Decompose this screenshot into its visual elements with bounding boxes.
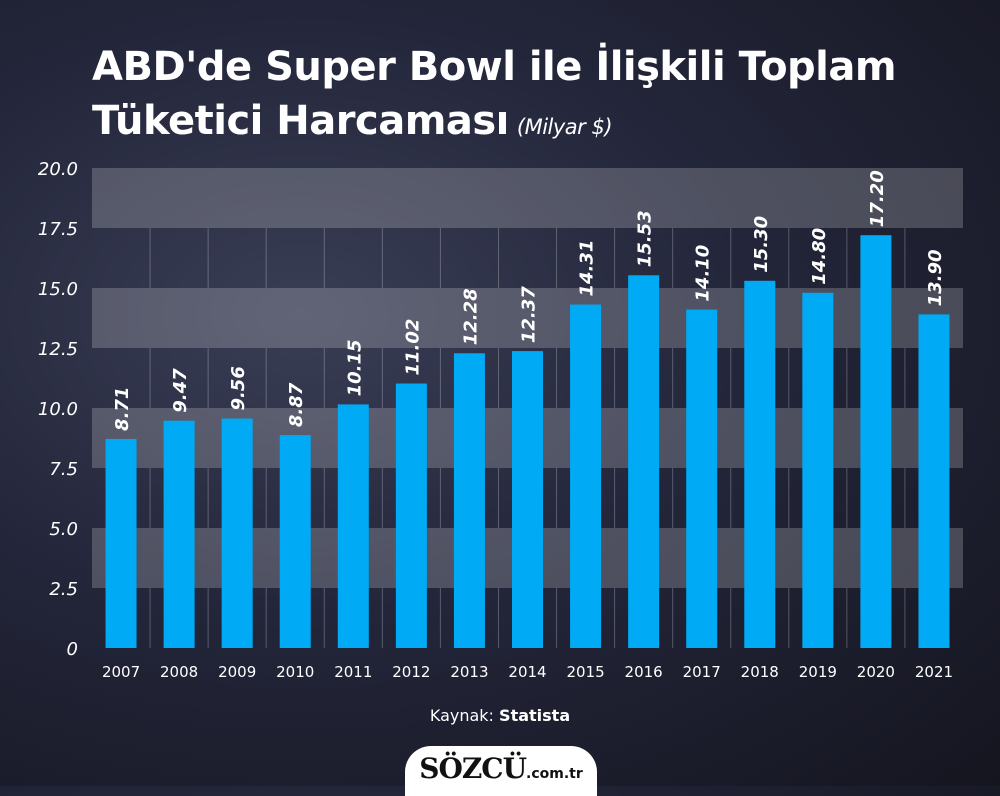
title-line-1: ABD'de Super Bowl ile İlişkili Toplam xyxy=(92,44,897,90)
x-tick-label: 2010 xyxy=(276,663,314,681)
value-label: 9.56 xyxy=(228,366,249,410)
value-label: 11.02 xyxy=(402,319,423,376)
x-tick-label: 2018 xyxy=(741,663,779,681)
x-tick-label: 2015 xyxy=(566,663,604,681)
x-tick-label: 2011 xyxy=(334,663,372,681)
x-tick-label: 2008 xyxy=(160,663,198,681)
y-tick-label: 17.5 xyxy=(38,219,78,240)
unit-label: (Milyar $) xyxy=(516,115,613,139)
value-label: 13.90 xyxy=(925,249,946,306)
value-label: 10.15 xyxy=(344,339,365,396)
bar xyxy=(570,304,602,648)
y-tick-label: 20.0 xyxy=(38,159,78,180)
source-name: Statista xyxy=(499,706,571,725)
bar xyxy=(453,353,485,648)
y-tick-label: 5.0 xyxy=(49,519,78,540)
value-label: 14.80 xyxy=(809,228,830,285)
x-tick-label: 2021 xyxy=(915,663,953,681)
y-tick-label: 12.5 xyxy=(38,339,78,360)
value-label: 14.31 xyxy=(577,240,598,297)
y-tick-label: 10.0 xyxy=(38,399,78,420)
bar xyxy=(802,292,834,648)
bar xyxy=(163,420,195,648)
grid-band xyxy=(92,168,963,228)
x-tick-label: 2020 xyxy=(857,663,895,681)
logo-brand: SÖZCÜ xyxy=(419,752,527,785)
x-tick-label: 2014 xyxy=(508,663,546,681)
value-label: 8.71 xyxy=(112,387,133,431)
bar xyxy=(221,418,253,648)
bar xyxy=(744,280,776,648)
value-label: 12.37 xyxy=(519,286,540,343)
sozcu-logo[interactable]: SÖZCÜ.com.tr xyxy=(405,746,597,796)
value-label: 15.53 xyxy=(635,210,656,267)
bar xyxy=(628,275,660,648)
x-tick-label: 2017 xyxy=(683,663,721,681)
y-tick-label: 0 xyxy=(67,639,78,660)
value-label: 9.47 xyxy=(170,368,191,413)
value-label: 15.30 xyxy=(751,216,772,273)
x-tick-label: 2016 xyxy=(625,663,663,681)
y-tick-label: 2.5 xyxy=(49,579,78,600)
value-label: 12.28 xyxy=(460,288,481,345)
bar xyxy=(918,314,950,648)
source-label: Kaynak: xyxy=(429,706,494,725)
value-label: 8.87 xyxy=(286,382,307,427)
bar xyxy=(860,235,892,648)
title-line-2-wrap: Tüketici Harcaması (Milyar $) xyxy=(92,94,896,154)
y-tick-label: 15.0 xyxy=(38,279,78,300)
x-tick-label: 2012 xyxy=(392,663,430,681)
value-label: 14.10 xyxy=(693,245,714,302)
bar xyxy=(395,383,427,648)
bar xyxy=(337,404,369,648)
source-note: Kaynak: Statista xyxy=(0,706,1000,725)
bar xyxy=(512,351,543,648)
title-line-2: Tüketici Harcaması xyxy=(92,98,509,144)
chart-title: ABD'de Super Bowl ile İlişkili Toplam Tü… xyxy=(92,40,897,154)
logo-tld: .com.tr xyxy=(526,766,583,782)
bar xyxy=(686,309,718,648)
x-tick-label: 2019 xyxy=(799,663,837,681)
bar xyxy=(105,438,137,648)
x-tick-label: 2007 xyxy=(102,663,140,681)
y-tick-label: 7.5 xyxy=(49,459,78,480)
value-label: 17.20 xyxy=(867,170,888,227)
x-tick-label: 2009 xyxy=(218,663,256,681)
x-tick-label: 2013 xyxy=(450,663,488,681)
bar xyxy=(279,435,311,648)
